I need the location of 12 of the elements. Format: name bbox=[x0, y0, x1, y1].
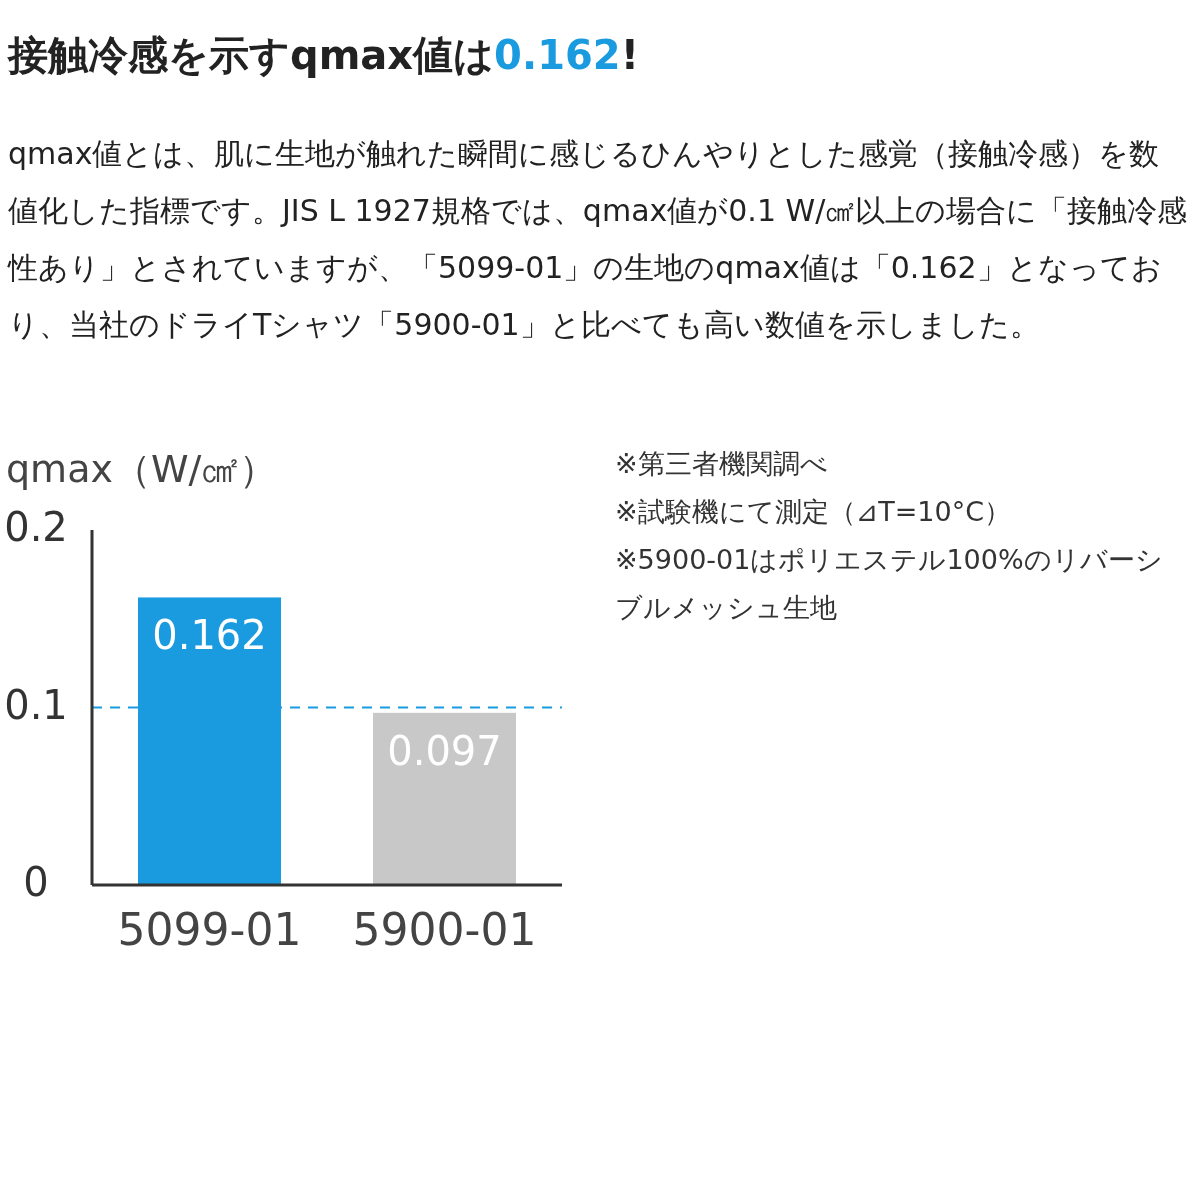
y-tick-label: 0 bbox=[23, 859, 49, 905]
text: ※試験機にて測定（⊿T=10°C） bbox=[615, 495, 1013, 529]
y-tick-label: 0.2 bbox=[4, 504, 68, 550]
chart-title: 接触冷感を示すqmax値は0.162! bbox=[8, 32, 639, 78]
text: ※第三者機関調べ bbox=[615, 447, 829, 481]
y-tick-label: 0.1 bbox=[4, 681, 68, 728]
text: ※5900-01はポリエステル100%のリバーシブルメッシュ生地 bbox=[615, 543, 1164, 625]
data-label: 0.162 bbox=[152, 612, 267, 659]
chart-subtitle: qmax値とは、肌に生地が触れた瞬間に感じるひんやりとした感覚（接触冷感）を数値化した指標です。JIS L 1927規格では、qmax値が0.1 W/㎠以上の場合に「接触冷感性あり」とされていますが、「5099-01」の生地のqmax値は「0.162」となっており、当社のドライTシャツ「5900-01」と比べても高い数値を示しました。 bbox=[8, 135, 1188, 344]
x-tick-label: 5900-01 bbox=[352, 904, 537, 955]
x-tick-label: 5099-01 bbox=[117, 904, 302, 955]
y-axis-title: qmax（W/㎠） bbox=[6, 447, 278, 491]
